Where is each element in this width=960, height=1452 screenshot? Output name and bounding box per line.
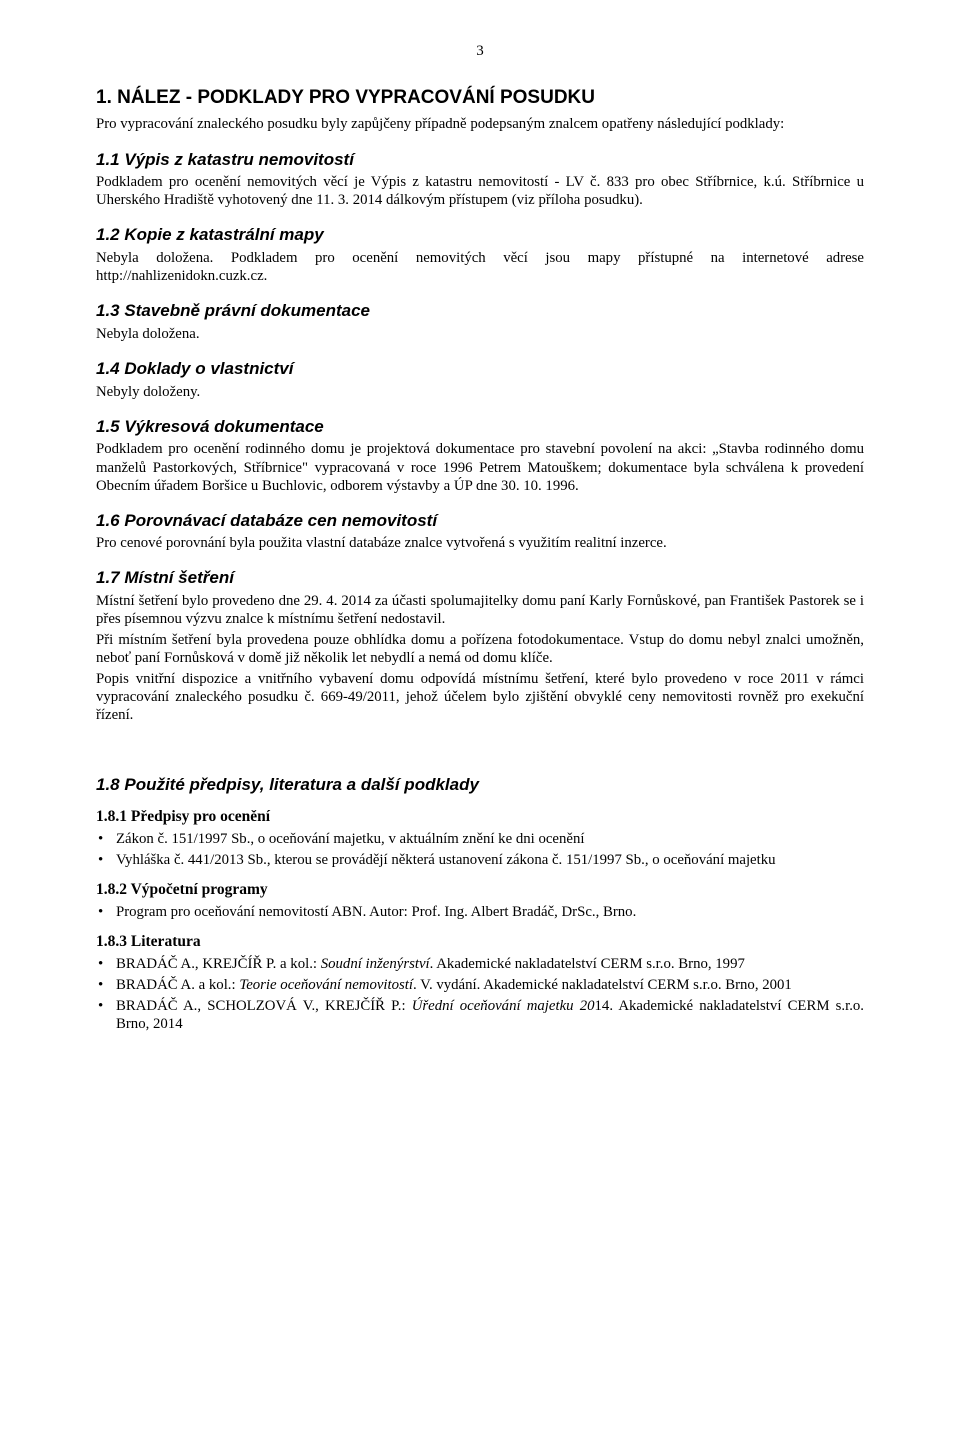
list-item: Zákon č. 151/1997 Sb., o oceňování majet… bbox=[96, 830, 864, 848]
list-item: BRADÁČ A. a kol.: Teorie oceňování nemov… bbox=[96, 976, 864, 994]
section-1-8-2-heading: 1.8.2 Výpočetní programy bbox=[96, 881, 864, 900]
section-1-6-body: Pro cenové porovnání byla použita vlastn… bbox=[96, 534, 864, 552]
section-1-6-heading: 1.6 Porovnávací databáze cen nemovitostí bbox=[96, 511, 864, 532]
section-1-3-body: Nebyla doložena. bbox=[96, 325, 864, 343]
list-item: BRADÁČ A., KREJČÍŘ P. a kol.: Soudní inž… bbox=[96, 955, 864, 973]
lit-author: BRADÁČ A. a kol.: bbox=[116, 977, 239, 993]
section-1-heading: 1. NÁLEZ - PODKLADY PRO VYPRACOVÁNÍ POSU… bbox=[96, 86, 864, 109]
section-1-3-heading: 1.3 Stavebně právní dokumentace bbox=[96, 301, 864, 322]
section-1-7-p2: Při místním šetření byla provedena pouze… bbox=[96, 631, 864, 667]
lit-title: Úřední oceňování majetku 20 bbox=[412, 998, 595, 1014]
section-1-1-heading: 1.1 Výpis z katastru nemovitostí bbox=[96, 150, 864, 171]
section-1-2-body: Nebyla doložena. Podkladem pro ocenění n… bbox=[96, 249, 864, 285]
section-1-7-heading: 1.7 Místní šetření bbox=[96, 568, 864, 589]
section-1-4-heading: 1.4 Doklady o vlastnictví bbox=[96, 359, 864, 380]
intro-paragraph: Pro vypracování znaleckého posudku byly … bbox=[96, 115, 864, 133]
lit-rest: . Akademické nakladatelství CERM s.r.o. … bbox=[430, 956, 745, 972]
list-item: Vyhláška č. 441/2013 Sb., kterou se prov… bbox=[96, 851, 864, 869]
literatura-list: BRADÁČ A., KREJČÍŘ P. a kol.: Soudní inž… bbox=[96, 955, 864, 1033]
section-1-7-p3: Popis vnitřní dispozice a vnitřního vyba… bbox=[96, 670, 864, 724]
lit-title: Teorie oceňování nemovitostí bbox=[239, 977, 413, 993]
page-number: 3 bbox=[96, 42, 864, 60]
section-1-5-heading: 1.5 Výkresová dokumentace bbox=[96, 417, 864, 438]
section-1-8-heading: 1.8 Použité předpisy, literatura a další… bbox=[96, 775, 864, 796]
section-1-1-body: Podkladem pro ocenění nemovitých věcí je… bbox=[96, 173, 864, 209]
section-1-4-body: Nebyly doloženy. bbox=[96, 383, 864, 401]
lit-rest: . V. vydání. Akademické nakladatelství C… bbox=[413, 977, 792, 993]
lit-author: BRADÁČ A., KREJČÍŘ P. a kol.: bbox=[116, 956, 321, 972]
section-1-7-p1: Místní šetření bylo provedeno dne 29. 4.… bbox=[96, 592, 864, 628]
section-1-2-heading: 1.2 Kopie z katastrální mapy bbox=[96, 225, 864, 246]
section-1-8-1-heading: 1.8.1 Předpisy pro ocenění bbox=[96, 808, 864, 827]
predpisy-list: Zákon č. 151/1997 Sb., o oceňování majet… bbox=[96, 830, 864, 869]
lit-title: Soudní inženýrství bbox=[321, 956, 430, 972]
section-1-5-body: Podkladem pro ocenění rodinného domu je … bbox=[96, 440, 864, 494]
lit-author: BRADÁČ A., SCHOLZOVÁ V., KREJČÍŘ P.: bbox=[116, 998, 412, 1014]
list-item: BRADÁČ A., SCHOLZOVÁ V., KREJČÍŘ P.: Úře… bbox=[96, 997, 864, 1033]
list-item: Program pro oceňování nemovitostí ABN. A… bbox=[96, 903, 864, 921]
section-1-8-3-heading: 1.8.3 Literatura bbox=[96, 933, 864, 952]
programy-list: Program pro oceňování nemovitostí ABN. A… bbox=[96, 903, 864, 921]
